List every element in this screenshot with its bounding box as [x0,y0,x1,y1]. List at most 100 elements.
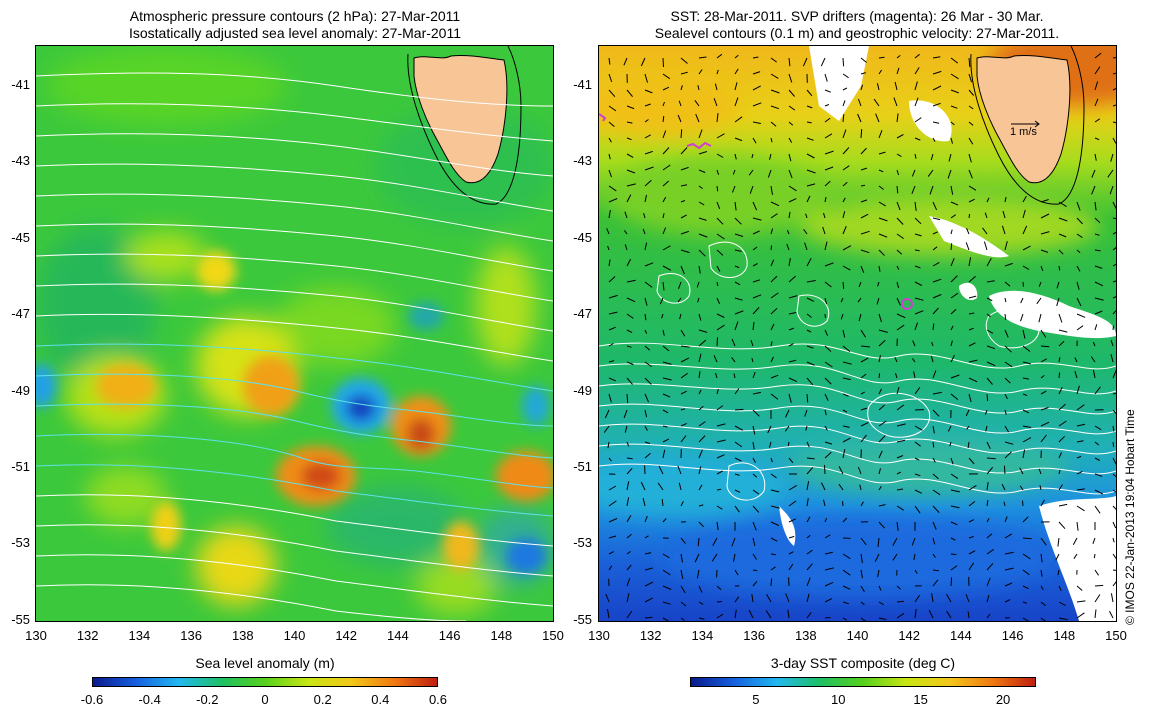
velocity-arrow [1094,297,1104,301]
velocity-arrow [733,553,736,562]
velocity-arrow [914,594,921,603]
velocity-arrow [662,569,671,576]
velocity-arrow [694,100,700,107]
velocity-arrow [661,313,664,319]
velocity-arrow [716,324,725,331]
velocity-arrow [1109,185,1114,195]
velocity-arrow [770,473,777,479]
velocity-arrow [896,324,905,331]
velocity-arrow [662,393,671,398]
velocity-arrow [1040,499,1045,507]
velocity-arrow [698,249,706,257]
velocity-arrow [626,137,632,141]
x-tick-label: 136 [743,628,765,643]
velocity-arrow [1112,581,1116,587]
velocity-arrow [1004,441,1014,445]
velocity-arrow [788,563,794,571]
velocity-arrow [698,151,708,155]
velocity-arrow [1076,521,1079,531]
velocity-arrow [1112,137,1116,144]
velocity-arrow [1094,505,1101,514]
velocity-arrow [806,498,809,507]
velocity-arrow [752,246,758,251]
velocity-arrow [914,233,922,237]
velocity-arrow [658,465,664,475]
velocity-arrow [1022,617,1029,621]
velocity-arrow [752,279,761,283]
velocity-arrow [947,169,952,179]
velocity-arrow [878,169,884,173]
velocity-arrow [626,258,632,267]
velocity-arrow [946,610,952,619]
right-colorbar-title: 3-day SST composite (deg C) [770,655,956,671]
velocity-arrow [608,551,615,555]
velocity-arrow [932,137,936,142]
velocity-arrow [698,56,707,59]
velocity-arrow [770,341,773,347]
velocity-arrow [626,297,636,303]
velocity-arrow [784,425,790,432]
velocity-arrow [678,100,682,107]
velocity-arrow [698,371,701,379]
velocity-arrow [968,57,971,67]
velocity-arrow [968,137,974,145]
velocity-arrow [842,226,847,235]
colorbar-tick-label: 20 [995,692,1011,707]
velocity-arrow [1112,309,1116,315]
velocity-arrow [1112,441,1115,447]
velocity-arrow [1094,201,1097,211]
velocity-arrow [716,454,725,459]
velocity-scale-label: 1 m/s [1010,126,1037,138]
velocity-arrow [1090,356,1096,363]
velocity-arrow [608,565,613,571]
velocity-arrow [878,355,881,363]
velocity-arrow [752,263,758,267]
velocity-arrow [806,183,816,187]
velocity-arrow [603,425,610,433]
y-tick-label: -43 [11,153,30,169]
velocity-arrow [749,185,754,194]
velocity-arrow [860,184,866,187]
velocity-arrow [930,153,934,161]
velocity-arrow [695,113,700,123]
velocity-arrow [644,242,648,251]
velocity-arrow [679,313,682,320]
tasmania-landmass [976,55,1071,184]
velocity-arrow [734,249,742,252]
velocity-arrow [1110,593,1114,603]
velocity-arrow [680,85,683,91]
velocity-arrow [950,243,953,251]
velocity-arrow [680,249,690,254]
drifter-track [599,113,607,122]
velocity-arrow [769,153,772,160]
velocity-arrow [680,184,688,187]
velocity-arrow [752,441,755,450]
velocity-arrow [751,594,754,603]
velocity-arrow [626,89,633,98]
velocity-arrow [824,281,832,288]
velocity-arrow [878,265,881,272]
velocity-arrow [932,261,940,267]
velocity-arrow [644,134,651,139]
velocity-arrow [626,183,636,187]
velocity-arrow [824,329,829,336]
velocity-arrow [820,482,826,491]
velocity-arrow [929,185,934,195]
velocity-arrow [608,137,612,143]
velocity-arrow [788,327,795,331]
velocity-arrow [767,425,772,434]
velocity-arrow [930,355,934,363]
velocity-arrow [642,228,646,235]
velocity-arrow [911,185,916,194]
velocity-arrow [986,562,994,571]
velocity-arrow [1112,121,1116,124]
imos-credit: © IMOS 22-Jan-2013 19:04 Hobart Time [1123,409,1137,625]
velocity-arrow [1058,585,1062,592]
velocity-arrow [1112,217,1116,220]
velocity-arrow [842,147,850,155]
velocity-arrow [788,257,791,267]
velocity-arrow [788,551,794,555]
velocity-arrow [968,213,971,219]
velocity-arrow [1058,329,1068,333]
sea-level-colorbar [92,677,438,687]
